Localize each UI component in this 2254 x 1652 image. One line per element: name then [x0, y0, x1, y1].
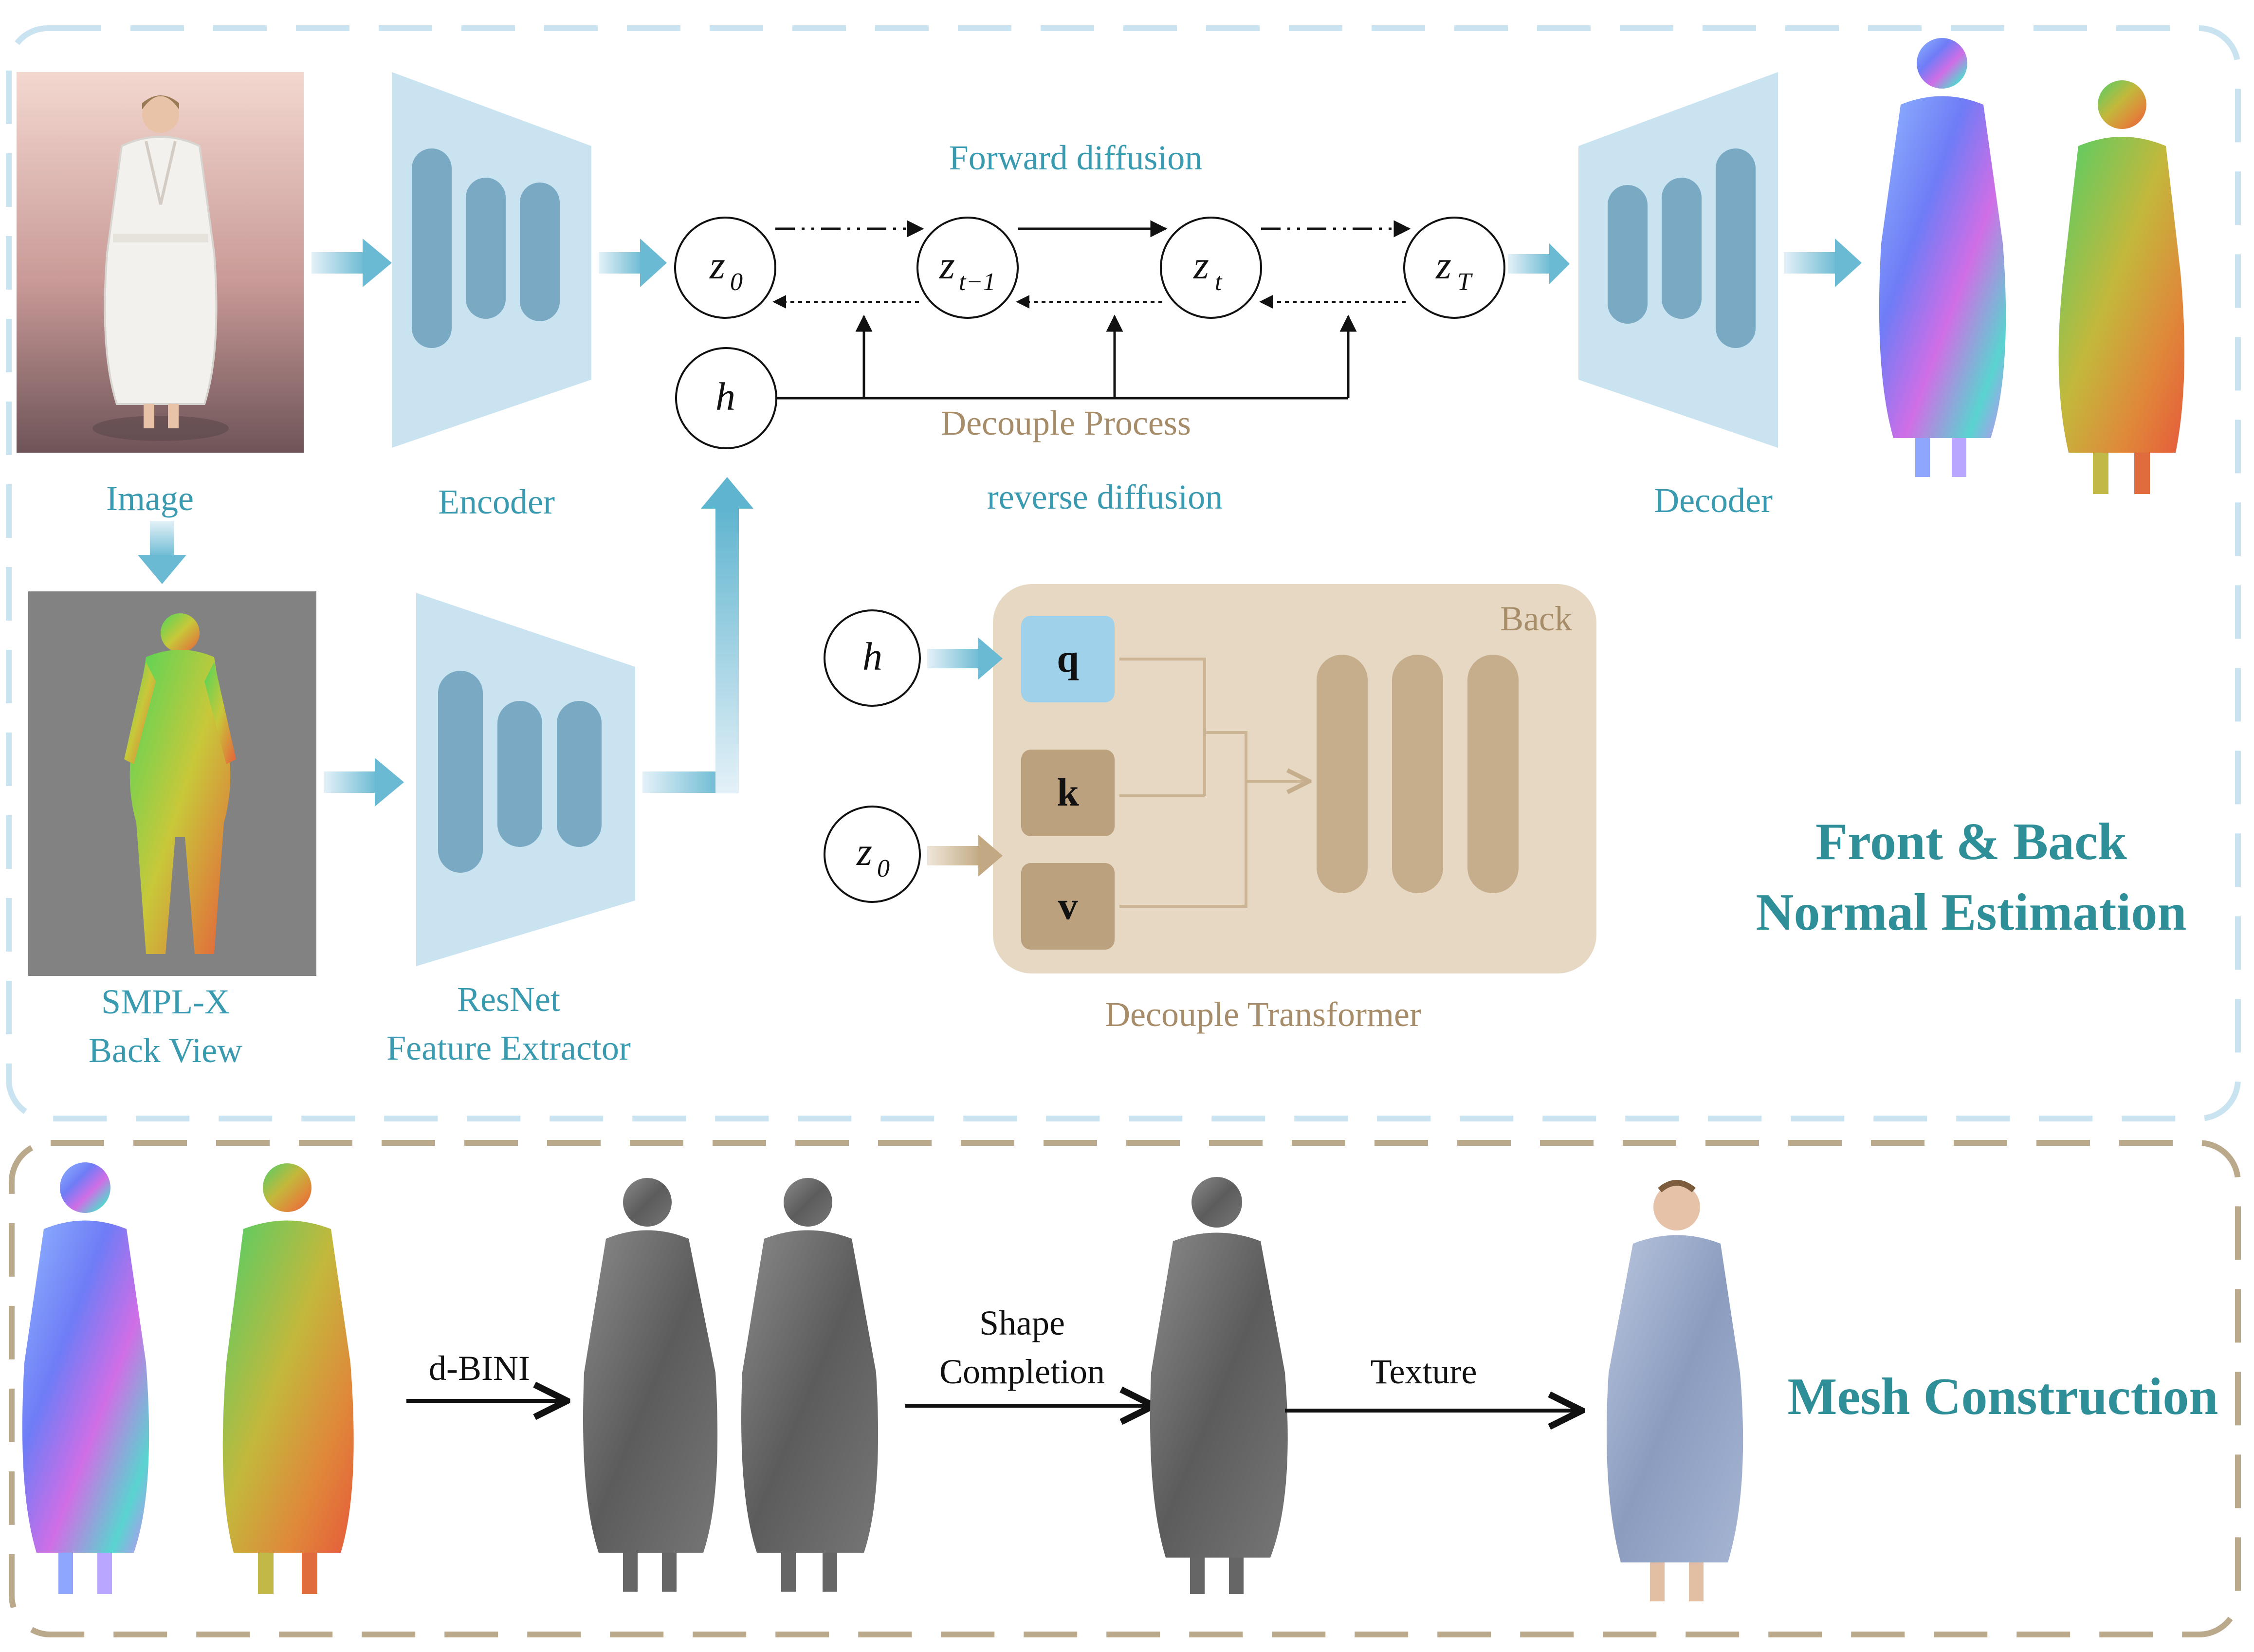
k-box: k	[1021, 750, 1115, 836]
transformer-h-input: h	[824, 609, 921, 707]
mesh-construction-title: Mesh Construction	[1788, 1368, 2218, 1426]
resnet-to-h-arrow	[642, 477, 753, 793]
textured-mesh	[1606, 1180, 1743, 1601]
image-to-smplx-arrow	[138, 521, 186, 584]
reverse-diffusion-label: reverse diffusion	[987, 477, 1223, 516]
resnet-label-line1: ResNet	[457, 980, 560, 1019]
svg-text:h: h	[715, 374, 735, 419]
transformer-bars	[1317, 655, 1519, 893]
front-normal-map-bottom	[22, 1162, 149, 1594]
svg-text:T: T	[1457, 268, 1473, 296]
svg-text:0: 0	[730, 268, 743, 296]
smplx-label-line2: Back View	[89, 1031, 242, 1070]
shape-completion-label-line1: Shape	[979, 1303, 1065, 1342]
decouple-transformer-label: Decouple Transformer	[1105, 995, 1421, 1034]
z0-to-v-arrow	[927, 835, 1003, 877]
resnet-block	[416, 593, 635, 966]
smplx-back-view	[28, 591, 316, 976]
node-zt: z t	[1160, 217, 1262, 319]
image-label: Image	[106, 479, 194, 518]
decoder-to-output-arrow	[1784, 239, 1862, 287]
encoder-to-z0-arrow	[599, 239, 667, 287]
resnet-label-line2: Feature Extractor	[386, 1028, 631, 1067]
v-box: v	[1021, 863, 1115, 950]
encoder-block	[392, 72, 591, 448]
node-z0: z 0	[674, 217, 776, 319]
decoder-label: Decoder	[1654, 481, 1773, 520]
smplx-label-line1: SMPL-X	[101, 982, 230, 1021]
dbini-label: d-BINI	[429, 1349, 530, 1388]
texture-label: Texture	[1371, 1352, 1477, 1391]
mesh-back-gray	[741, 1178, 879, 1592]
decouple-process-label: Decouple Process	[941, 404, 1191, 442]
mesh-completed-gray	[1150, 1177, 1288, 1594]
node-zt-minus-1: z t−1	[916, 217, 1019, 319]
svg-text:h: h	[862, 634, 882, 679]
qkv-connectors	[1119, 658, 1309, 908]
node-zT: z T	[1403, 217, 1505, 319]
mesh-front-gray	[583, 1178, 718, 1592]
normal-estimation-title-line2: Normal Estimation	[1756, 883, 2187, 941]
zT-to-decoder-arrow	[1508, 243, 1570, 284]
svg-text:z: z	[1435, 243, 1451, 287]
q-box: q	[1021, 616, 1115, 702]
shape-completion-label-line2: Completion	[939, 1352, 1105, 1391]
svg-text:k: k	[1057, 770, 1079, 814]
svg-text:z: z	[1193, 243, 1209, 287]
svg-text:z: z	[709, 243, 725, 287]
node-h: h	[675, 347, 777, 449]
forward-diffusion-label: Forward diffusion	[949, 138, 1203, 177]
svg-text:q: q	[1057, 636, 1079, 680]
top-panel-border	[6, 25, 2241, 1121]
svg-text:0: 0	[877, 855, 890, 882]
front-normal-map-top	[1879, 38, 2006, 477]
svg-text:v: v	[1058, 883, 1078, 928]
svg-text:t−1: t−1	[959, 268, 996, 296]
h-conditioning-lines	[776, 314, 1357, 400]
bottom-panel-border	[9, 1140, 2241, 1637]
transformer-z0-input: z 0	[824, 806, 921, 903]
normal-estimation-title-line1: Front & Back	[1815, 813, 2127, 871]
svg-text:z: z	[939, 243, 955, 287]
smplx-to-resnet-arrow	[324, 758, 404, 807]
svg-text:z: z	[856, 829, 872, 874]
input-photo	[17, 72, 304, 453]
h-to-q-arrow	[927, 638, 1003, 679]
photo-to-encoder-arrow	[312, 239, 392, 287]
svg-text:t: t	[1215, 268, 1223, 296]
back-normal-map-bottom	[222, 1163, 354, 1594]
back-normal-map-top	[2058, 80, 2184, 494]
back-label: Back	[1500, 599, 1572, 638]
decoder-block	[1578, 72, 1778, 448]
encoder-label: Encoder	[438, 482, 555, 521]
